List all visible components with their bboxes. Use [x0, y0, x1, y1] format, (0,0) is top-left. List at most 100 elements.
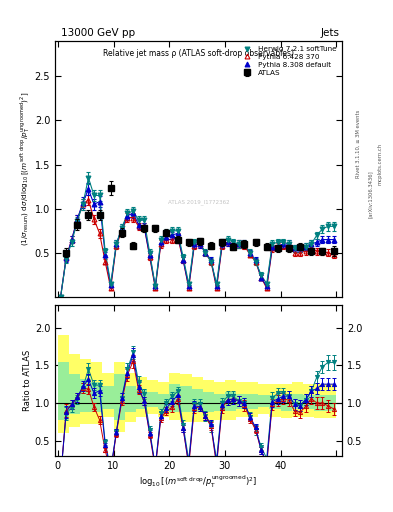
Bar [292, 382, 303, 417]
Bar [281, 395, 292, 411]
Text: Jets: Jets [321, 28, 340, 38]
Pythia 6.428 370 [331, 251, 336, 258]
Bar [225, 380, 236, 419]
Bar [214, 382, 225, 419]
Herwig 7.2.1 softTune [158, 237, 163, 243]
Pythia 6.428 370 [314, 248, 319, 254]
Bar [80, 359, 91, 424]
Bar [314, 384, 325, 418]
Pythia 6.428 370 [136, 223, 141, 229]
Bar [303, 384, 314, 417]
Pythia 8.308 default [275, 243, 280, 249]
Pythia 6.428 370 [237, 241, 241, 247]
Bar [91, 382, 102, 412]
Pythia 6.428 370 [264, 285, 269, 291]
Herwig 7.2.1 softTune [303, 244, 308, 250]
Pythia 6.428 370 [303, 248, 308, 254]
Pythia 8.308 default [242, 241, 247, 247]
Pythia 6.428 370 [309, 245, 314, 251]
Herwig 7.2.1 softTune [147, 250, 152, 256]
Bar [247, 382, 258, 417]
Pythia 6.428 370 [58, 294, 63, 300]
Pythia 8.308 default [326, 237, 331, 243]
Herwig 7.2.1 softTune [320, 226, 325, 232]
Pythia 8.308 default [331, 237, 336, 243]
Pythia 8.308 default [119, 225, 124, 231]
Herwig 7.2.1 softTune [92, 193, 96, 199]
Bar [80, 379, 91, 412]
Herwig 7.2.1 softTune [242, 241, 247, 247]
Pythia 6.428 370 [64, 254, 68, 260]
Herwig 7.2.1 softTune [331, 223, 336, 229]
Herwig 7.2.1 softTune [108, 281, 113, 287]
Pythia 6.428 370 [259, 274, 263, 281]
Bar [169, 373, 180, 419]
Bar [203, 380, 214, 422]
Pythia 8.308 default [164, 234, 169, 240]
Herwig 7.2.1 softTune [253, 259, 258, 265]
Herwig 7.2.1 softTune [225, 237, 230, 243]
Herwig 7.2.1 softTune [259, 272, 263, 278]
Bar [114, 361, 125, 432]
Bar [303, 395, 314, 409]
Pythia 6.428 370 [186, 285, 191, 291]
Pythia 8.308 default [248, 250, 252, 256]
Herwig 7.2.1 softTune [103, 248, 108, 254]
Pythia 8.308 default [225, 239, 230, 245]
X-axis label: $\log_{10}[(m^{\rm soft\ drop}/p_{\rm T}^{\rm ungroomed})^2]$: $\log_{10}[(m^{\rm soft\ drop}/p_{\rm T}… [140, 473, 257, 489]
Pythia 6.428 370 [125, 215, 130, 221]
Pythia 8.308 default [97, 199, 102, 205]
Pythia 6.428 370 [203, 250, 208, 256]
Text: [arXiv:1306.3436]: [arXiv:1306.3436] [367, 170, 373, 219]
Bar [325, 384, 336, 418]
Pythia 8.308 default [136, 222, 141, 228]
Legend: Herwig 7.2.1 softTune, Pythia 6.428 370, Pythia 8.308 default, ATLAS: Herwig 7.2.1 softTune, Pythia 6.428 370,… [237, 45, 338, 77]
Herwig 7.2.1 softTune [281, 239, 286, 245]
Pythia 8.308 default [147, 252, 152, 259]
Herwig 7.2.1 softTune [214, 281, 219, 287]
Pythia 6.428 370 [147, 254, 152, 260]
Pythia 6.428 370 [75, 216, 80, 222]
Pythia 6.428 370 [130, 215, 135, 221]
Pythia 6.428 370 [220, 243, 224, 249]
Pythia 6.428 370 [164, 237, 169, 243]
Pythia 6.428 370 [170, 237, 174, 243]
Herwig 7.2.1 softTune [286, 241, 291, 247]
Pythia 6.428 370 [119, 228, 124, 234]
Herwig 7.2.1 softTune [231, 239, 236, 245]
Herwig 7.2.1 softTune [275, 239, 280, 245]
Herwig 7.2.1 softTune [86, 175, 91, 181]
Pythia 6.428 370 [292, 250, 297, 256]
Herwig 7.2.1 softTune [97, 193, 102, 199]
Pythia 8.308 default [209, 257, 213, 263]
Pythia 6.428 370 [92, 216, 96, 222]
Pythia 6.428 370 [275, 244, 280, 250]
Pythia 6.428 370 [198, 241, 202, 247]
Text: ATLAS 2019_I1772362: ATLAS 2019_I1772362 [168, 199, 229, 205]
Y-axis label: $(1/\sigma_{\rm resum})\ \mathrm{d}\sigma/\mathrm{d}\log_{10}[(m^{\rm soft\ drop: $(1/\sigma_{\rm resum})\ \mathrm{d}\sigm… [18, 92, 32, 246]
Pythia 6.428 370 [326, 250, 331, 256]
Pythia 6.428 370 [231, 241, 236, 247]
Pythia 8.308 default [108, 283, 113, 289]
Pythia 6.428 370 [158, 241, 163, 247]
Pythia 8.308 default [259, 274, 263, 281]
Bar [147, 380, 158, 414]
Pythia 8.308 default [220, 241, 224, 247]
Herwig 7.2.1 softTune [186, 281, 191, 287]
Herwig 7.2.1 softTune [164, 229, 169, 236]
Bar [191, 377, 203, 422]
Pythia 6.428 370 [320, 248, 325, 254]
Pythia 8.308 default [237, 241, 241, 247]
Bar [69, 374, 80, 414]
Bar [270, 384, 281, 417]
Bar [125, 373, 136, 422]
Pythia 6.428 370 [153, 285, 158, 291]
Text: Relative jet mass ρ (ATLAS soft-drop observables): Relative jet mass ρ (ATLAS soft-drop obs… [103, 49, 294, 58]
Pythia 8.308 default [92, 201, 96, 207]
Pythia 6.428 370 [175, 234, 180, 240]
Pythia 8.308 default [58, 294, 63, 300]
Herwig 7.2.1 softTune [209, 259, 213, 265]
Pythia 8.308 default [192, 241, 196, 247]
Herwig 7.2.1 softTune [58, 294, 63, 300]
Herwig 7.2.1 softTune [298, 245, 303, 251]
